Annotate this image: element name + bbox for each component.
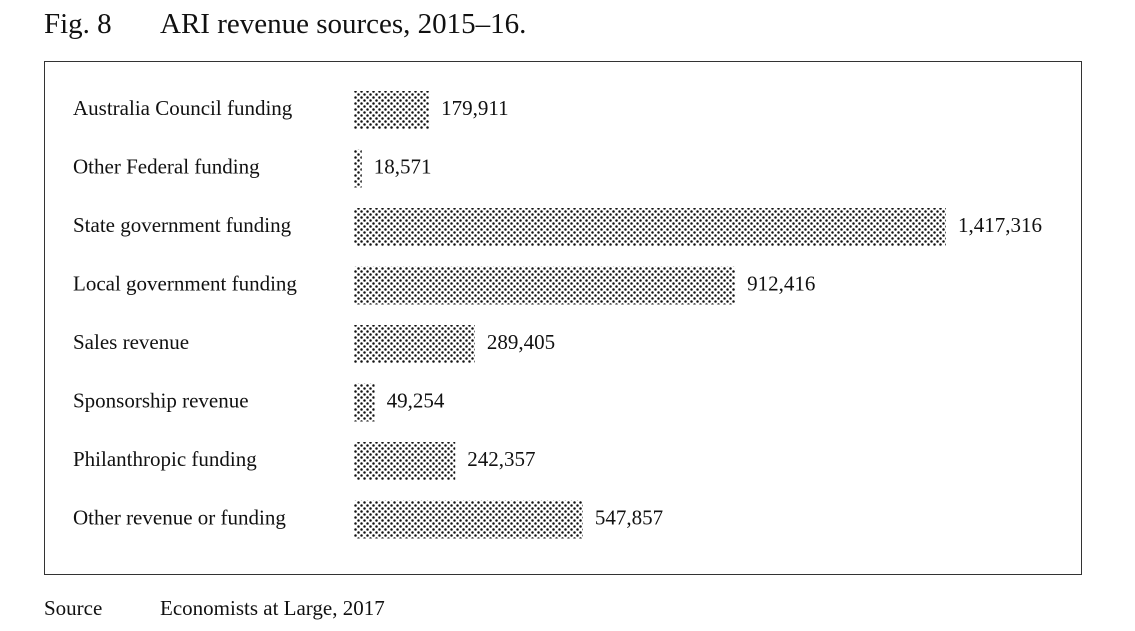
value-label: 289,405 <box>487 330 555 354</box>
category-label: Sponsorship revenue <box>73 388 249 412</box>
bar <box>354 442 456 480</box>
category-label: Australia Council funding <box>73 96 293 120</box>
figure-label: Fig. 8 <box>44 8 112 40</box>
category-label: Philanthropic funding <box>73 447 257 471</box>
value-label: 242,357 <box>467 447 535 471</box>
value-label: 179,911 <box>441 96 508 120</box>
category-label: Local government funding <box>73 271 297 295</box>
bar <box>354 91 430 129</box>
bar <box>354 500 583 539</box>
bar <box>354 149 362 188</box>
value-label: 1,417,316 <box>958 213 1042 237</box>
source-text: Economists at Large, 2017 <box>160 596 385 620</box>
category-label: Sales revenue <box>73 330 189 354</box>
figure-title: ARI revenue sources, 2015–16. <box>160 8 527 40</box>
bar <box>354 325 475 363</box>
chart-frame <box>44 61 1082 575</box>
value-label: 18,571 <box>374 154 432 178</box>
bar <box>354 208 946 246</box>
category-label: Other revenue or funding <box>73 505 286 529</box>
bar <box>354 383 375 422</box>
source-label: Source <box>44 596 103 620</box>
category-label: State government funding <box>73 213 292 237</box>
value-label: 912,416 <box>747 271 815 295</box>
value-label: 547,857 <box>595 505 663 529</box>
category-label: Other Federal funding <box>73 154 260 178</box>
bar <box>354 266 736 305</box>
value-label: 49,254 <box>387 388 445 412</box>
